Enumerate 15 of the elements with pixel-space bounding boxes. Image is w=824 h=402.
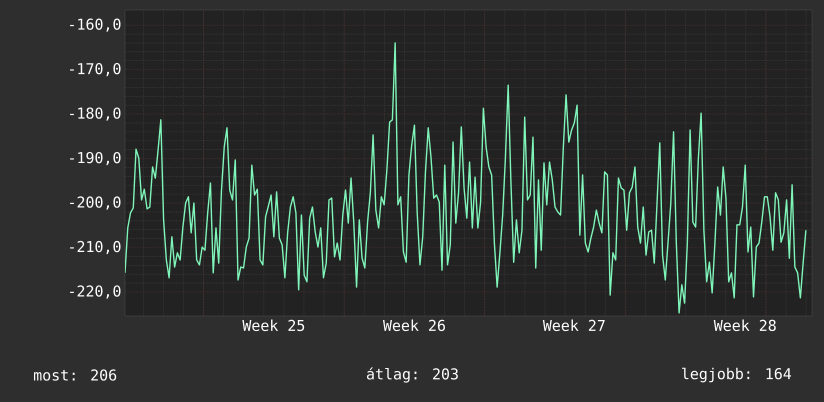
y-tick-label: -220,0 [70, 285, 120, 299]
y-tick-label: -180,0 [70, 107, 120, 121]
x-tick-label: Week 25 [242, 320, 304, 332]
text: legjobb: 164 [682, 368, 792, 382]
x-tick-label: Week 27 [542, 320, 605, 332]
y-tick-label: -210,0 [70, 240, 120, 254]
y-tick-label: -170,0 [70, 63, 120, 76]
text: átlag: 203 [366, 367, 458, 383]
x-tick-label: Week 28 [714, 320, 776, 332]
y-tick-label: -160,0 [70, 18, 120, 32]
x-tick-label: Week 26 [382, 320, 445, 332]
line-series [125, 42, 807, 314]
y-tick-label: -190,0 [70, 152, 120, 166]
text: most: 206 [34, 369, 116, 381]
y-tick-label: -200,0 [70, 196, 120, 210]
